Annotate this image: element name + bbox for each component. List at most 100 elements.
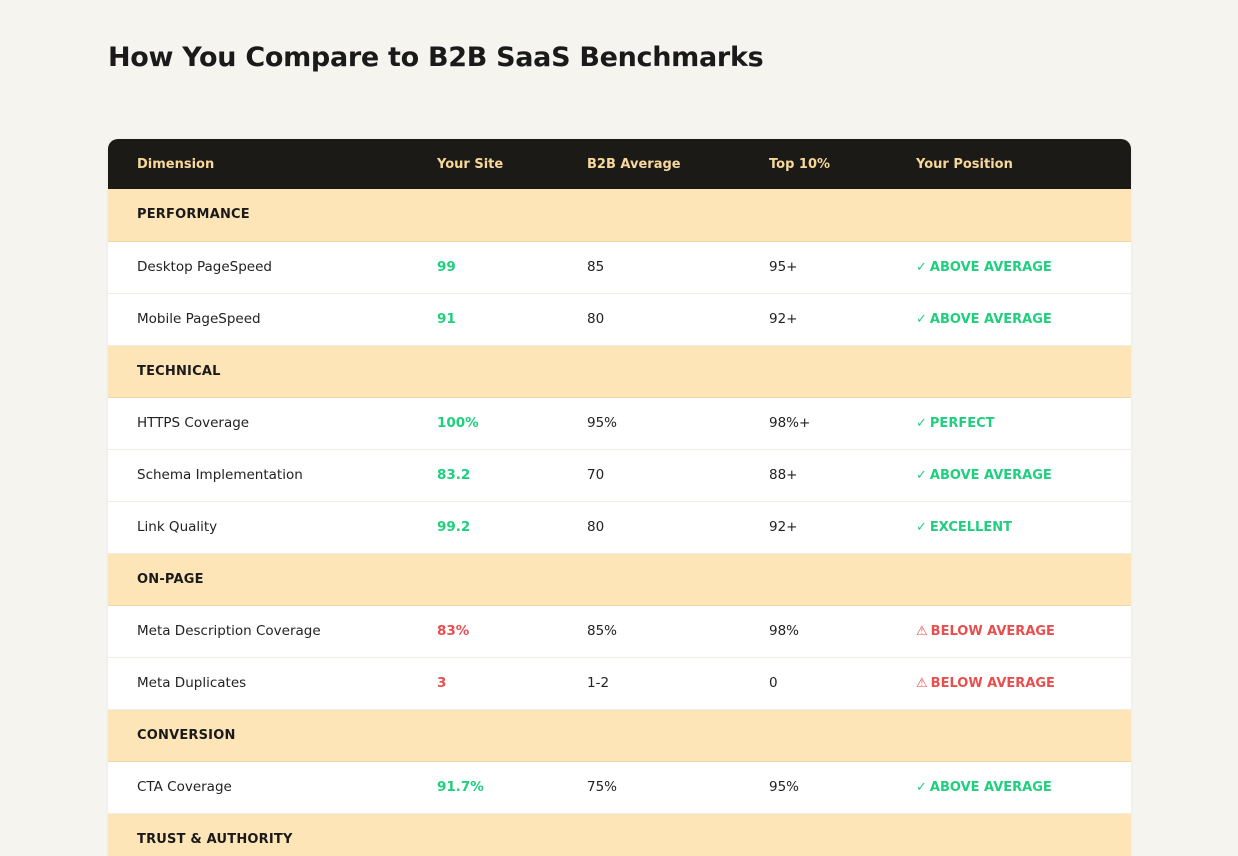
cell-dimension-value: Meta Duplicates bbox=[137, 675, 247, 691]
cell-your-site-value: 99 bbox=[437, 259, 456, 275]
cell-your-position: ✓ ABOVE AVERAGE bbox=[887, 761, 1131, 814]
section-label: PERFORMANCE bbox=[108, 189, 1131, 242]
section-label: ON-PAGE bbox=[108, 553, 1131, 606]
cell-b2b-average: 80 bbox=[558, 293, 740, 346]
cell-your-site: 83.2 bbox=[408, 449, 558, 502]
cell-top-10: 98%+ bbox=[740, 397, 887, 450]
position-badge: ✓ ABOVE AVERAGE bbox=[916, 260, 1052, 275]
table-row: Link Quality 99.2 80 92+ ✓ EXCELLENT bbox=[108, 501, 1131, 554]
cell-b2b-average: 85% bbox=[558, 605, 740, 658]
position-label: PERFECT bbox=[929, 416, 995, 431]
cell-b2b-average: 95% bbox=[558, 397, 740, 450]
position-badge: ✓ ABOVE AVERAGE bbox=[916, 312, 1052, 327]
table-header-row: Dimension Your Site B2B Average Top 10% … bbox=[108, 139, 1131, 189]
position-label: BELOW AVERAGE bbox=[930, 624, 1055, 639]
cell-b2b-average: 1-2 bbox=[558, 657, 740, 710]
cell-b2b-average-value: 85% bbox=[587, 623, 618, 639]
check-icon: ✓ bbox=[916, 520, 927, 535]
section-row: CONVERSION bbox=[108, 709, 1131, 762]
section-row: ON-PAGE bbox=[108, 553, 1131, 606]
cell-b2b-average-value: 75% bbox=[587, 779, 618, 795]
page-title: How You Compare to B2B SaaS Benchmarks bbox=[108, 42, 764, 73]
cell-dimension: Meta Duplicates bbox=[108, 657, 408, 710]
cell-dimension: Schema Implementation bbox=[108, 449, 408, 502]
cell-b2b-average: 70 bbox=[558, 449, 740, 502]
cell-your-position: ✓ ABOVE AVERAGE bbox=[887, 241, 1131, 294]
check-icon: ✓ bbox=[916, 468, 927, 483]
cell-dimension: CTA Coverage bbox=[108, 761, 408, 814]
cell-your-site: 99 bbox=[408, 241, 558, 294]
cell-top-10-value: 92+ bbox=[769, 311, 798, 327]
cell-top-10: 0 bbox=[740, 657, 887, 710]
cell-b2b-average-value: 85 bbox=[587, 259, 605, 275]
cell-b2b-average: 80 bbox=[558, 501, 740, 554]
cell-top-10: 92+ bbox=[740, 501, 887, 554]
check-icon: ✓ bbox=[916, 312, 927, 327]
check-icon: ✓ bbox=[916, 260, 927, 275]
position-badge: ⚠ BELOW AVERAGE bbox=[916, 676, 1055, 691]
cell-top-10: 95+ bbox=[740, 241, 887, 294]
cell-dimension-value: Meta Description Coverage bbox=[137, 623, 321, 639]
cell-dimension: Link Quality bbox=[108, 501, 408, 554]
position-badge: ✓ PERFECT bbox=[916, 416, 995, 431]
table-header: Dimension Your Site B2B Average Top 10% … bbox=[108, 139, 1131, 189]
cell-your-site-value: 83% bbox=[437, 623, 470, 639]
cell-top-10: 98% bbox=[740, 605, 887, 658]
position-label: ABOVE AVERAGE bbox=[929, 260, 1052, 275]
table-body: PERFORMANCE Desktop PageSpeed 99 85 95+ ✓ ABOV… bbox=[108, 189, 1131, 856]
cell-your-site: 91 bbox=[408, 293, 558, 346]
position-label: ABOVE AVERAGE bbox=[929, 780, 1052, 795]
cell-your-site-value: 100% bbox=[437, 415, 479, 431]
table-row: CTA Coverage 91.7% 75% 95% ✓ ABOVE AVERAGE bbox=[108, 761, 1131, 814]
cell-dimension: Desktop PageSpeed bbox=[108, 241, 408, 294]
cell-your-position: ✓ ABOVE AVERAGE bbox=[887, 449, 1131, 502]
cell-top-10: 88+ bbox=[740, 449, 887, 502]
cell-your-site: 99.2 bbox=[408, 501, 558, 554]
cell-top-10-value: 98%+ bbox=[769, 415, 811, 431]
warning-icon: ⚠ bbox=[916, 676, 928, 691]
cell-your-site-value: 83.2 bbox=[437, 467, 471, 483]
table-row: Meta Description Coverage 83% 85% 98% ⚠ BELOW… bbox=[108, 605, 1131, 658]
cell-top-10-value: 88+ bbox=[769, 467, 798, 483]
position-label: ABOVE AVERAGE bbox=[929, 468, 1052, 483]
cell-dimension-value: CTA Coverage bbox=[137, 779, 232, 795]
header-your-site: Your Site bbox=[437, 156, 504, 172]
cell-dimension: Mobile PageSpeed bbox=[108, 293, 408, 346]
section-label: CONVERSION bbox=[108, 709, 1131, 762]
header-dimension: Dimension bbox=[137, 156, 215, 172]
section-row: TRUST & AUTHORITY bbox=[108, 813, 1131, 856]
cell-dimension: Meta Description Coverage bbox=[108, 605, 408, 658]
cell-dimension-value: Mobile PageSpeed bbox=[137, 311, 261, 327]
cell-b2b-average-value: 95% bbox=[587, 415, 618, 431]
cell-your-site-value: 91 bbox=[437, 311, 456, 327]
cell-your-site-value: 91.7% bbox=[437, 779, 484, 795]
table-row: HTTPS Coverage 100% 95% 98%+ ✓ PERFECT bbox=[108, 397, 1131, 450]
cell-your-position: ✓ ABOVE AVERAGE bbox=[887, 293, 1131, 346]
cell-b2b-average-value: 80 bbox=[587, 311, 605, 327]
cell-your-site: 100% bbox=[408, 397, 558, 450]
cell-top-10-value: 92+ bbox=[769, 519, 798, 535]
cell-b2b-average-value: 80 bbox=[587, 519, 605, 535]
cell-your-position: ⚠ BELOW AVERAGE bbox=[887, 657, 1131, 710]
cell-top-10-value: 98% bbox=[769, 623, 800, 639]
benchmark-table-container: Dimension Your Site B2B Average Top 10% … bbox=[108, 139, 1131, 856]
position-badge: ✓ EXCELLENT bbox=[916, 520, 1012, 535]
cell-top-10-value: 95+ bbox=[769, 259, 798, 275]
cell-your-site-value: 3 bbox=[437, 675, 447, 691]
cell-your-position: ⚠ BELOW AVERAGE bbox=[887, 605, 1131, 658]
table-row: Desktop PageSpeed 99 85 95+ ✓ ABOVE AVERAGE bbox=[108, 241, 1131, 294]
cell-top-10-value: 0 bbox=[769, 675, 778, 691]
table-row: Mobile PageSpeed 91 80 92+ ✓ ABOVE AVERAGE bbox=[108, 293, 1131, 346]
cell-b2b-average: 85 bbox=[558, 241, 740, 294]
cell-your-site: 3 bbox=[408, 657, 558, 710]
cell-b2b-average: 75% bbox=[558, 761, 740, 814]
cell-your-site: 91.7% bbox=[408, 761, 558, 814]
section-row: PERFORMANCE bbox=[108, 189, 1131, 242]
header-b2b-average: B2B Average bbox=[587, 156, 681, 172]
cell-dimension-value: Link Quality bbox=[137, 519, 218, 535]
section-row: TECHNICAL bbox=[108, 345, 1131, 398]
position-label: ABOVE AVERAGE bbox=[929, 312, 1052, 327]
cell-top-10: 92+ bbox=[740, 293, 887, 346]
cell-b2b-average-value: 70 bbox=[587, 467, 605, 483]
